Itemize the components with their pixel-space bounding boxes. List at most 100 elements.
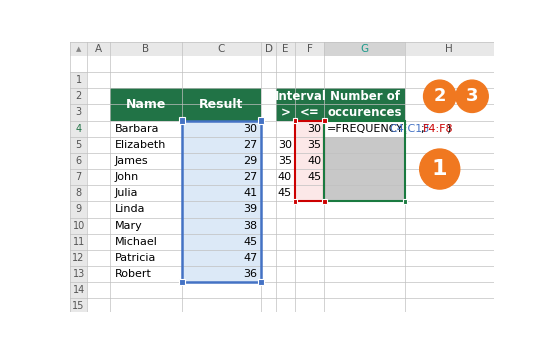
Text: James: James [115, 156, 148, 166]
Bar [261, 201, 277, 218]
Bar [295, 137, 324, 153]
Text: 40: 40 [278, 172, 292, 182]
Bar [110, 104, 182, 120]
Bar [87, 266, 110, 282]
Bar [324, 120, 405, 137]
Bar [405, 72, 494, 88]
Bar [110, 266, 182, 282]
Bar [322, 199, 327, 204]
Text: Elizabeth: Elizabeth [115, 140, 166, 150]
Bar [324, 42, 405, 56]
Text: 40: 40 [307, 156, 321, 166]
Text: 12: 12 [73, 253, 85, 263]
Bar [322, 118, 327, 123]
Bar [70, 72, 87, 88]
Bar [110, 72, 182, 88]
Bar [110, 88, 182, 104]
Bar [110, 185, 182, 201]
Bar [405, 153, 494, 169]
Bar [324, 266, 405, 282]
Text: 41: 41 [243, 188, 257, 198]
Bar [324, 120, 405, 201]
Bar [110, 250, 182, 266]
Bar [87, 88, 110, 104]
Bar [324, 153, 405, 169]
Text: 2: 2 [75, 91, 82, 101]
Bar [70, 104, 87, 120]
Text: =FREQUENCY(: =FREQUENCY( [327, 124, 408, 134]
Bar [261, 120, 277, 137]
Bar [110, 299, 182, 315]
Bar [324, 169, 405, 185]
Text: 1: 1 [432, 159, 448, 179]
Bar [295, 153, 324, 169]
Bar [182, 120, 261, 137]
Bar [70, 153, 87, 169]
Text: 30: 30 [243, 124, 257, 134]
Text: 4: 4 [75, 124, 81, 134]
Text: Mary: Mary [115, 220, 142, 231]
Bar [324, 282, 405, 299]
Bar [324, 137, 405, 153]
Bar [405, 185, 494, 201]
Bar [182, 266, 261, 282]
Text: Patricia: Patricia [115, 253, 156, 263]
Text: 10: 10 [73, 220, 85, 231]
Bar [182, 72, 261, 88]
Circle shape [456, 80, 488, 112]
Bar [70, 42, 87, 56]
Bar [295, 234, 324, 250]
Text: C4:C13: C4:C13 [389, 124, 430, 134]
Bar [295, 185, 324, 201]
Text: 1: 1 [75, 75, 81, 85]
Bar [258, 279, 264, 285]
Text: 27: 27 [243, 172, 257, 182]
Bar [70, 169, 87, 185]
Bar [87, 201, 110, 218]
Bar [295, 120, 324, 137]
Text: 3: 3 [75, 107, 81, 118]
Text: 45: 45 [278, 188, 292, 198]
Bar [87, 72, 110, 88]
Bar [405, 234, 494, 250]
Text: 45: 45 [307, 172, 321, 182]
Bar [405, 299, 494, 315]
Bar [277, 169, 295, 185]
Bar [324, 185, 405, 201]
Bar [295, 282, 324, 299]
Bar [277, 218, 295, 234]
Bar [324, 169, 405, 185]
Bar [110, 153, 182, 169]
Bar [110, 201, 182, 218]
Bar [295, 153, 324, 169]
Bar [261, 218, 277, 234]
Bar [87, 282, 110, 299]
Bar [261, 153, 277, 169]
Bar [261, 42, 277, 56]
Bar [324, 104, 405, 120]
Bar [295, 266, 324, 282]
Bar [405, 266, 494, 282]
Bar [182, 250, 261, 266]
Bar [295, 137, 324, 153]
Bar [277, 201, 295, 218]
Bar [182, 169, 261, 185]
Bar [261, 88, 277, 104]
Text: 6: 6 [75, 156, 81, 166]
Text: A: A [95, 44, 102, 54]
Bar [70, 266, 87, 282]
Bar [405, 218, 494, 234]
Bar [295, 218, 324, 234]
Bar [261, 299, 277, 315]
Text: Interval: Interval [274, 90, 326, 103]
Text: D: D [265, 44, 273, 54]
Text: 8: 8 [75, 188, 81, 198]
Bar [182, 42, 261, 56]
Text: Michael: Michael [115, 237, 158, 247]
Bar [182, 282, 261, 299]
Bar [277, 88, 295, 104]
Bar [295, 169, 324, 185]
Bar [70, 137, 87, 153]
Text: 13: 13 [73, 269, 85, 279]
Text: Number of: Number of [329, 90, 400, 103]
